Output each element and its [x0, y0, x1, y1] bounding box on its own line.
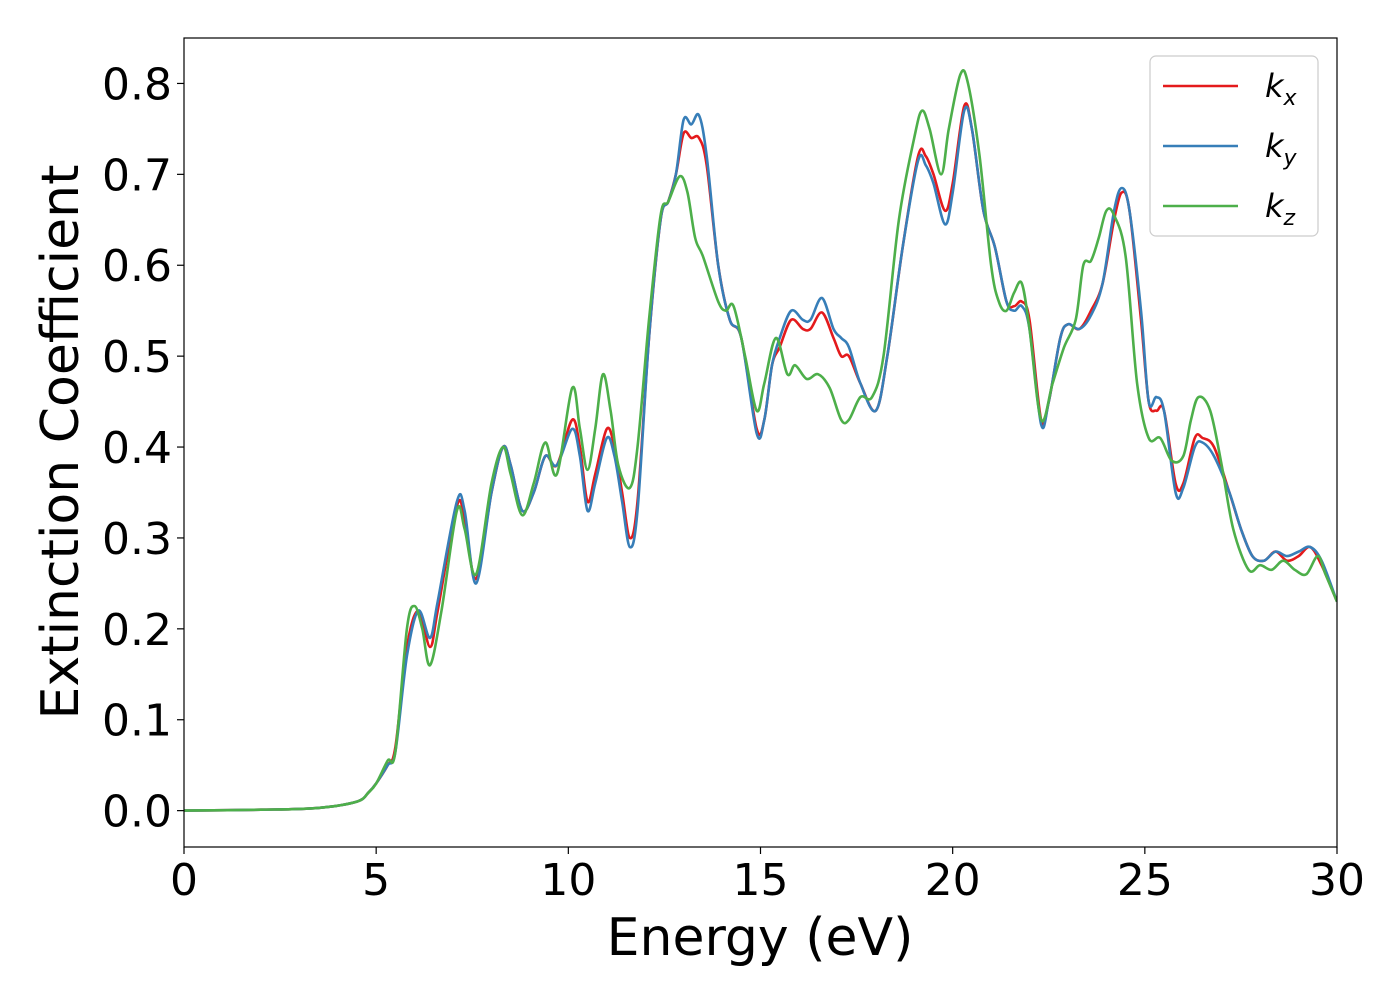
legend-entry-y: ky [1163, 127, 1298, 171]
y-tick-label: 0.6 [102, 241, 172, 292]
y-tick-label: 0.4 [102, 423, 172, 474]
legend-label: kz [1265, 187, 1296, 231]
series-layer [184, 69, 1337, 812]
x-tick-label: 25 [1117, 855, 1173, 906]
x-tick-label: 30 [1309, 855, 1365, 906]
y-tick-label: 0.1 [102, 696, 172, 747]
legend-entry-z: kz [1163, 187, 1296, 231]
series-line-z [184, 69, 1337, 812]
x-tick-label: 10 [540, 855, 596, 906]
y-tick-label: 0.3 [102, 514, 172, 565]
legend-label: kx [1265, 67, 1298, 111]
y-axis-label: Extinction Coefficient [31, 165, 91, 720]
legend-label: ky [1265, 127, 1298, 171]
x-tick-label: 20 [925, 855, 981, 906]
y-axis-ticks: 0.0 0.1 0.2 0.3 0.4 0.5 0.6 0.7 0.8 [102, 59, 184, 838]
legend-entry-x: kx [1163, 67, 1298, 111]
x-axis-ticks: 0 5 10 15 20 25 30 [170, 847, 1365, 906]
x-tick-label: 5 [362, 855, 390, 906]
y-tick-label: 0.8 [102, 59, 172, 110]
x-tick-label: 15 [733, 855, 789, 906]
legend: kx ky kz [1149, 55, 1319, 237]
y-tick-label: 0.5 [102, 332, 172, 383]
x-axis-label: Energy (eV) [607, 908, 914, 968]
x-tick-label: 0 [170, 855, 198, 906]
y-tick-label: 0.7 [102, 150, 172, 201]
y-tick-label: 0.2 [102, 605, 172, 656]
legend-entries: kx ky kz [1163, 67, 1298, 231]
y-tick-label: 0.0 [102, 787, 172, 838]
